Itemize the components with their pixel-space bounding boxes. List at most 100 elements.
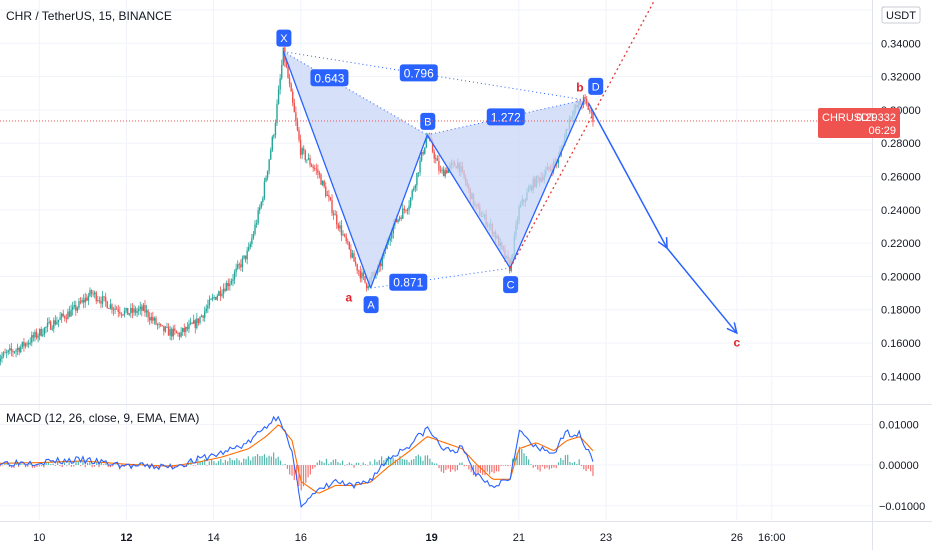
x-tick-label: 26 bbox=[731, 532, 743, 544]
candle-body bbox=[21, 341, 24, 347]
candle-body bbox=[213, 297, 215, 298]
candle-body bbox=[139, 306, 141, 310]
macd-histogram-bar bbox=[75, 460, 77, 466]
macd-histogram-bar bbox=[580, 465, 583, 467]
y-tick-label: 0.34000 bbox=[881, 38, 921, 50]
candle-body bbox=[435, 158, 437, 160]
macd-histogram-bar bbox=[31, 465, 33, 468]
candle-body bbox=[90, 290, 93, 294]
candle-body bbox=[208, 299, 211, 306]
macd-histogram-bar bbox=[165, 465, 167, 466]
candle-body bbox=[137, 309, 140, 312]
candle-body bbox=[181, 328, 184, 332]
macd-histogram-bar bbox=[243, 458, 245, 466]
ratio-label-text: 0.796 bbox=[404, 66, 434, 80]
currency-label: USDT bbox=[886, 10, 916, 22]
currency-badge[interactable]: USDT bbox=[881, 6, 921, 24]
macd-histogram-bar bbox=[335, 459, 337, 466]
macd-histogram-bar bbox=[217, 461, 220, 466]
macd-histogram-bar bbox=[339, 463, 341, 466]
candle-body bbox=[293, 102, 295, 113]
macd-histogram-bar bbox=[321, 461, 323, 466]
candle-body bbox=[114, 308, 116, 310]
candle-body bbox=[276, 104, 278, 124]
candle-body bbox=[590, 111, 593, 113]
candle-body bbox=[332, 213, 335, 215]
candle-body bbox=[584, 97, 586, 99]
candle-body bbox=[122, 314, 124, 316]
macd-histogram-bar bbox=[537, 465, 539, 470]
macd-histogram-bar bbox=[353, 465, 355, 468]
macd-histogram-bar bbox=[443, 465, 445, 473]
candle-body bbox=[427, 136, 429, 139]
candle-body bbox=[37, 335, 39, 338]
candle-body bbox=[219, 291, 222, 296]
candle-body bbox=[92, 293, 94, 295]
candle-body bbox=[7, 350, 9, 353]
macd-histogram-bar bbox=[254, 456, 256, 466]
macd-histogram-bar bbox=[153, 465, 155, 469]
candle-body bbox=[210, 298, 212, 300]
macd-histogram-bar bbox=[493, 465, 495, 474]
point-label-text: B bbox=[424, 116, 431, 128]
candle-body bbox=[310, 164, 313, 167]
point-label-box bbox=[588, 77, 604, 95]
candle-body bbox=[320, 174, 322, 185]
candle-body bbox=[101, 296, 104, 304]
candle-body bbox=[336, 214, 338, 225]
candle-body bbox=[282, 47, 284, 66]
ratio-label-text: 0.643 bbox=[314, 71, 344, 85]
point-label-x: X bbox=[276, 29, 292, 47]
macd-histogram-bar bbox=[57, 460, 59, 466]
macd-histogram-bar bbox=[130, 465, 132, 469]
candle-body bbox=[285, 61, 288, 67]
x-tick-label: 19 bbox=[426, 532, 438, 544]
macd-histogram-bar bbox=[82, 460, 84, 466]
macd-histogram-bar bbox=[341, 460, 344, 466]
candle-body bbox=[318, 173, 321, 175]
candle-body bbox=[354, 261, 357, 265]
candle-body bbox=[216, 295, 218, 300]
macd-histogram-bar bbox=[298, 465, 300, 486]
candle-body bbox=[32, 335, 35, 338]
candle-body bbox=[167, 326, 170, 336]
candle-body bbox=[42, 334, 44, 336]
candle-body bbox=[287, 66, 289, 78]
candle-body bbox=[112, 309, 115, 311]
macd-histogram-bar bbox=[484, 465, 486, 476]
macd-histogram-bar bbox=[358, 462, 360, 466]
macd-histogram-bar bbox=[68, 462, 70, 466]
candle-body bbox=[224, 288, 226, 291]
candle-body bbox=[238, 264, 240, 266]
candle-body bbox=[248, 247, 250, 251]
macd-histogram-bar bbox=[38, 465, 40, 467]
macd-histogram-bar bbox=[562, 460, 564, 466]
price-tag: CHRUSDT 0.29332 06:29 bbox=[818, 108, 900, 138]
candle-body bbox=[419, 160, 421, 173]
macd-histogram-bar bbox=[332, 459, 334, 466]
macd-histogram-bar bbox=[73, 465, 75, 467]
pattern-leg-cd bbox=[509, 99, 585, 269]
macd-histogram-bar bbox=[587, 465, 589, 469]
macd-histogram-bar bbox=[199, 461, 201, 466]
macd-histogram-bar bbox=[426, 455, 429, 466]
candle-body bbox=[398, 217, 401, 220]
macd-histogram-bar bbox=[509, 465, 511, 466]
candle-body bbox=[75, 305, 77, 311]
candle-body bbox=[342, 234, 344, 236]
point-label-text: A bbox=[367, 300, 375, 312]
candle-body bbox=[438, 160, 440, 171]
macd-histogram-bar bbox=[406, 459, 408, 466]
candle-body bbox=[389, 238, 391, 241]
candle-body bbox=[334, 214, 336, 216]
macd-histogram-bar bbox=[6, 463, 8, 466]
candle-body bbox=[40, 328, 42, 336]
candle-body bbox=[46, 322, 49, 328]
macd-histogram-bar bbox=[112, 465, 114, 467]
macd-histogram-bar bbox=[376, 461, 378, 466]
candle-body bbox=[413, 188, 415, 191]
macd-histogram-bar bbox=[456, 465, 459, 471]
macd-histogram-bar bbox=[394, 459, 396, 466]
macd-histogram-bar bbox=[449, 465, 452, 472]
